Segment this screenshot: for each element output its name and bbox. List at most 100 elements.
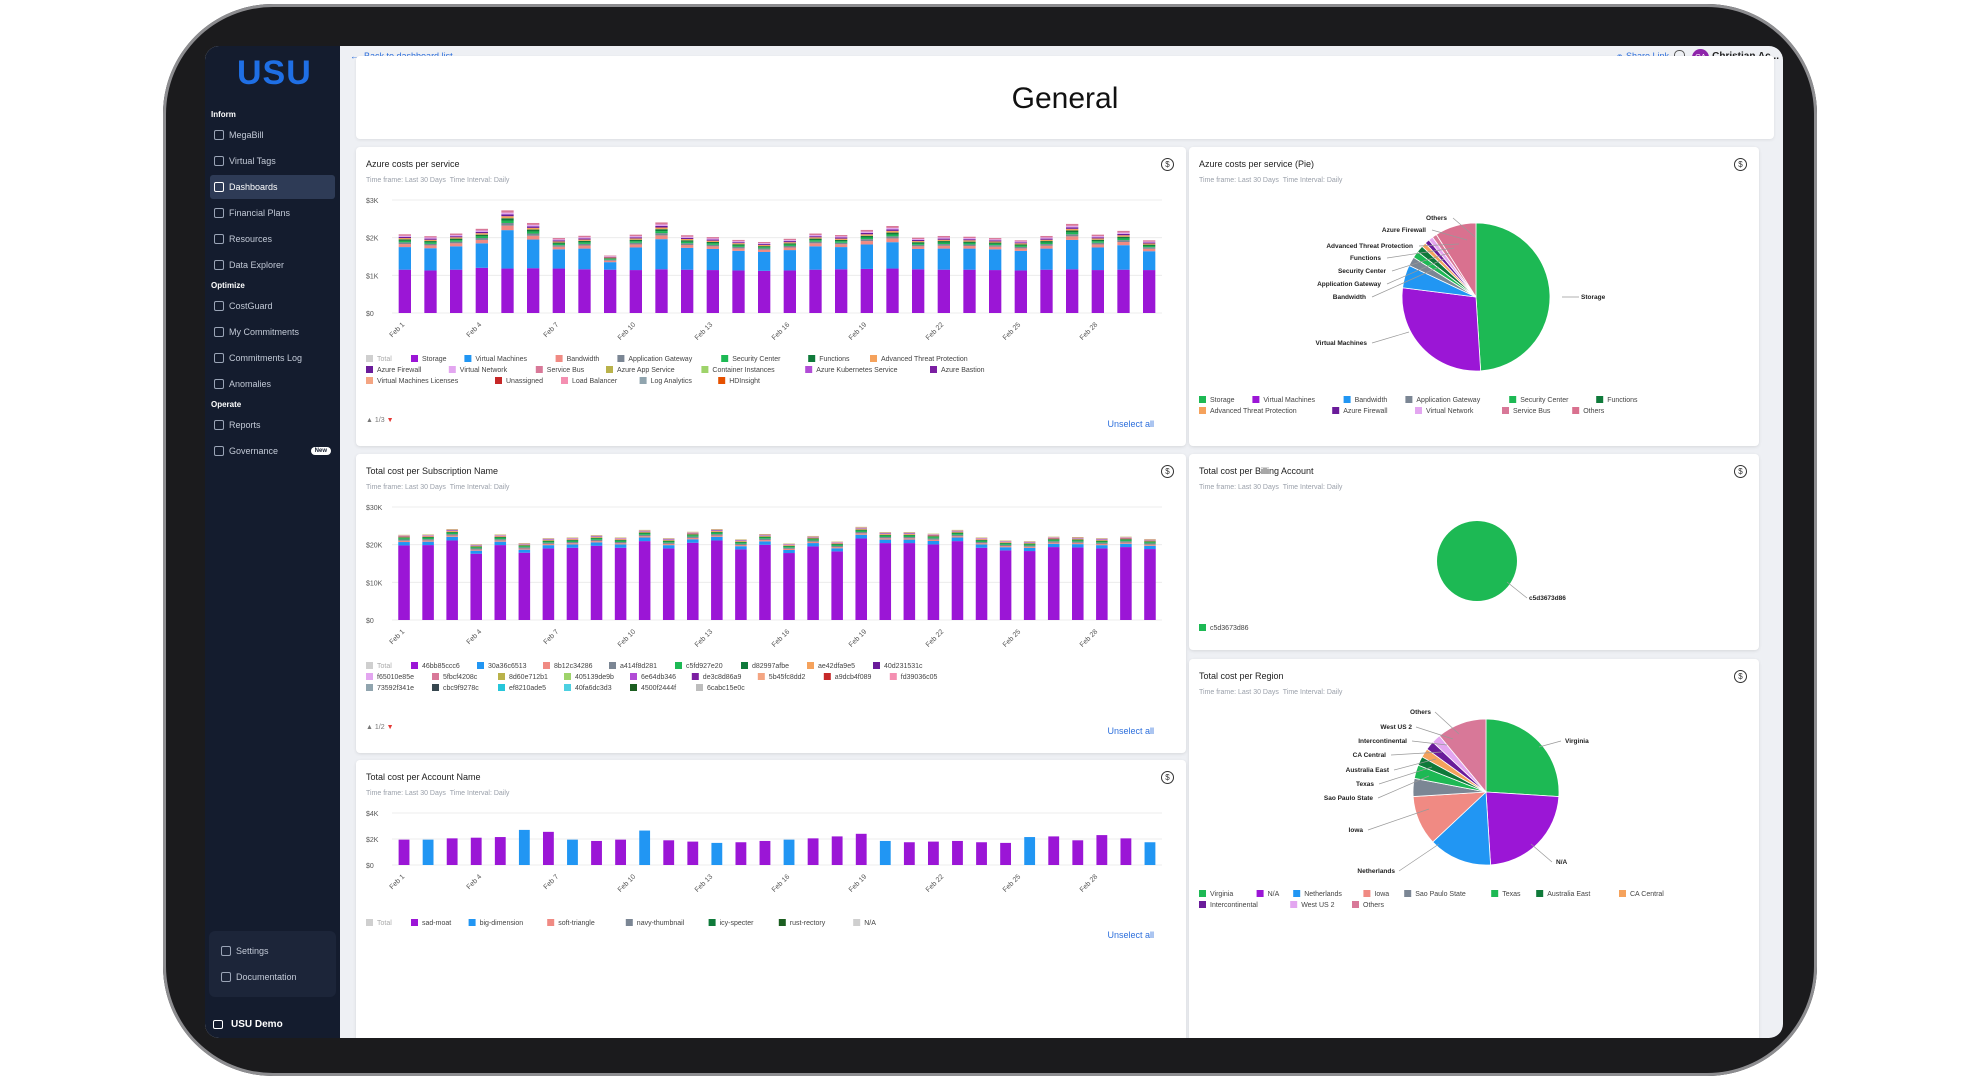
currency-icon[interactable]: $ — [1734, 465, 1747, 478]
nav-icon — [214, 260, 224, 270]
bar-segment — [759, 537, 771, 539]
bar-segment — [446, 534, 458, 536]
sidebar-item-data-explorer[interactable]: Data Explorer — [210, 253, 335, 277]
sidebar-item-commitments-log[interactable]: Commitments Log — [210, 346, 335, 370]
bar-segment — [501, 210, 514, 213]
bar-segment — [963, 269, 976, 313]
bar-segment — [831, 543, 843, 544]
legend-swatch — [1252, 396, 1260, 403]
bar-segment — [1066, 225, 1079, 228]
tenant-switcher[interactable]: USU Demo — [213, 1019, 283, 1030]
bar-segment — [879, 534, 892, 536]
bar-segment — [527, 268, 540, 313]
bar-segment — [527, 226, 540, 228]
bar-segment — [912, 241, 925, 243]
currency-icon[interactable]: $ — [1734, 158, 1747, 171]
bar-segment — [501, 218, 514, 221]
bar-segment — [604, 259, 617, 261]
legend-swatch — [617, 355, 625, 362]
x-tick-label: Feb 13 — [694, 321, 714, 341]
bar-segment — [450, 233, 463, 236]
pie-leader-line — [1452, 217, 1476, 238]
bar-segment — [655, 225, 668, 228]
interval-label: Time Interval: Daily — [449, 484, 510, 491]
legend-item: Intercontinental — [1210, 902, 1258, 909]
bar-segment — [951, 536, 964, 538]
sidebar-item-label: Virtual Tags — [229, 156, 276, 166]
bar-segment — [975, 543, 988, 545]
documentation-link[interactable]: Documentation — [217, 965, 328, 989]
settings-link[interactable]: Settings — [217, 939, 328, 963]
bar-segment — [1143, 244, 1156, 246]
pie-slice — [1437, 521, 1517, 601]
sidebar-item-virtual-tags[interactable]: Virtual Tags — [210, 149, 335, 173]
pie-label: CA Central — [1353, 752, 1387, 759]
bar-segment — [963, 240, 976, 242]
sidebar-item-anomalies[interactable]: Anomalies — [210, 372, 335, 396]
bar-segment — [494, 545, 507, 620]
legend-swatch — [1256, 890, 1264, 897]
legend-item: Virtual Network — [460, 367, 508, 374]
bar-segment — [1091, 244, 1104, 248]
pie-leader-line — [1378, 766, 1433, 785]
bar-segment — [398, 242, 411, 245]
legend-item: Advanced Threat Protection — [1210, 408, 1297, 415]
unselect-all-button[interactable]: Unselect all — [1107, 419, 1154, 429]
pie-label: c5d3673d86 — [1529, 595, 1566, 602]
pie-label: Security Center — [1338, 268, 1387, 275]
legend-item: a414f8d281 — [620, 663, 657, 670]
bar-segment — [542, 542, 555, 544]
bar — [687, 841, 699, 865]
bar-segment — [1143, 247, 1156, 249]
bar-segment — [903, 535, 916, 537]
currency-icon[interactable]: $ — [1161, 771, 1174, 784]
currency-icon[interactable]: $ — [1734, 670, 1747, 683]
legend-pager[interactable]: ▲ 1/3 ▼ — [366, 417, 394, 424]
pie-leader-line — [1391, 252, 1450, 272]
currency-icon[interactable]: $ — [1161, 465, 1174, 478]
bar-segment — [783, 250, 796, 271]
bar-segment — [566, 544, 579, 548]
bar-segment — [1120, 543, 1132, 548]
bar-segment — [1047, 538, 1060, 540]
legend-swatch — [1199, 407, 1206, 414]
bar-segment — [527, 231, 540, 234]
sidebar-item-megabill[interactable]: MegaBill — [210, 123, 335, 147]
legend-swatch — [366, 366, 373, 373]
bar-segment — [1117, 245, 1130, 270]
bar-segment — [711, 534, 723, 536]
sidebar-item-financial-plans[interactable]: Financial Plans — [210, 201, 335, 225]
bar-segment — [1040, 242, 1053, 245]
bar-segment — [759, 536, 771, 538]
unselect-all-button[interactable]: Unselect all — [1107, 930, 1154, 940]
bar-segment — [1117, 238, 1130, 241]
sidebar-item-my-commitments[interactable]: My Commitments — [210, 320, 335, 344]
bar-segment — [655, 222, 668, 225]
bar-segment — [831, 545, 843, 548]
sidebar-item-costguard[interactable]: CostGuard — [210, 294, 335, 318]
legend-swatch — [547, 919, 555, 926]
sidebar-item-governance[interactable]: Governance New — [210, 439, 335, 463]
currency-icon[interactable]: $ — [1161, 158, 1174, 171]
sidebar-item-dashboards[interactable]: Dashboards — [210, 175, 335, 199]
legend-item: 405139de9b — [575, 674, 614, 681]
bar-segment — [963, 248, 976, 270]
legend-swatch — [543, 662, 550, 669]
sidebar-item-reports[interactable]: Reports — [210, 413, 335, 437]
y-tick-label: $20K — [366, 543, 383, 550]
legend-pager[interactable]: ▲ 1/2 ▼ — [366, 724, 394, 731]
legend-item: ae42dfa9e5 — [818, 663, 855, 670]
y-tick-label: $3K — [366, 198, 379, 205]
bar-segment — [578, 248, 591, 270]
bar-segment — [638, 533, 651, 535]
bar-segment — [590, 545, 603, 620]
sidebar-item-resources[interactable]: Resources — [210, 227, 335, 251]
pie-leader-line — [1506, 581, 1528, 599]
legend-swatch — [411, 662, 418, 669]
legend-item: Iowa — [1374, 891, 1389, 898]
bar-segment — [655, 235, 668, 240]
bar-segment — [999, 542, 1012, 543]
legend-item: Azure Firewall — [377, 367, 422, 374]
unselect-all-button[interactable]: Unselect all — [1107, 726, 1154, 736]
bar-segment — [662, 541, 675, 543]
